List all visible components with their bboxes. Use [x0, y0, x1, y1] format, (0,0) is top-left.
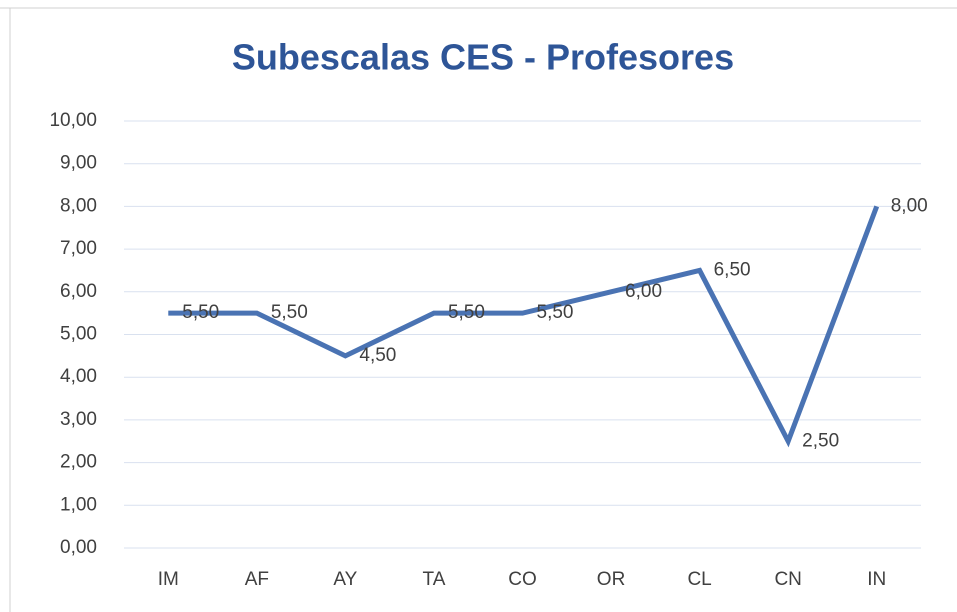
y-tick-label: 1,00 — [60, 494, 97, 515]
y-tick-label: 4,00 — [60, 366, 97, 387]
chart-title: Subescalas CES - Profesores — [232, 37, 734, 78]
data-label: 2,50 — [802, 430, 839, 451]
y-tick-label: 6,00 — [60, 281, 97, 302]
data-label: 5,50 — [271, 302, 308, 323]
data-label: 8,00 — [891, 195, 928, 216]
x-tick-label: IM — [158, 569, 179, 590]
data-label: 5,50 — [182, 302, 219, 323]
y-tick-label: 3,00 — [60, 409, 97, 430]
x-tick-label: OR — [597, 569, 626, 590]
y-tick-label: 7,00 — [60, 238, 97, 259]
y-tick-label: 5,00 — [60, 324, 97, 345]
data-label: 6,50 — [714, 259, 751, 280]
x-tick-label: TA — [423, 569, 446, 590]
y-tick-label: 9,00 — [60, 153, 97, 174]
y-tick-label: 10,00 — [49, 110, 97, 131]
data-label: 6,00 — [625, 281, 662, 302]
data-label: 5,50 — [537, 302, 574, 323]
x-tick-label: AY — [333, 569, 357, 590]
data-label: 4,50 — [359, 345, 396, 366]
x-tick-label: IN — [867, 569, 886, 590]
data-line — [168, 205, 880, 448]
x-tick-label: CN — [774, 569, 801, 590]
data-label: 5,50 — [448, 302, 485, 323]
x-tick-label: CO — [508, 569, 537, 590]
x-tick-label: CL — [687, 569, 711, 590]
x-tick-label: AF — [245, 569, 269, 590]
y-tick-label: 8,00 — [60, 195, 97, 216]
y-tick-label: 2,00 — [60, 452, 97, 473]
y-tick-label: 0,00 — [60, 537, 97, 558]
